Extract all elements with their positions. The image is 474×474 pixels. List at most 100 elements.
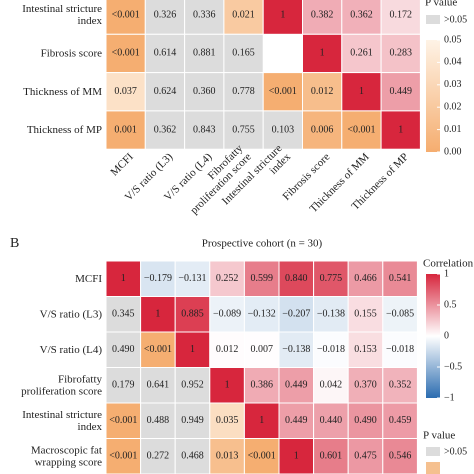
- heatmap-cell: [313, 402, 349, 439]
- cell-label: 0.006: [311, 124, 334, 135]
- heatmap-cell: [105, 331, 142, 368]
- heatmap-cell: [174, 367, 211, 404]
- cell-label: 1: [280, 9, 285, 20]
- panel-label: B: [10, 236, 19, 251]
- cell-label: 0.042: [320, 380, 343, 391]
- row-label-line: MCFI: [75, 272, 102, 284]
- heatmap-cell: [278, 296, 315, 333]
- cell-label: 0.614: [154, 48, 177, 59]
- cell-label: <0.001: [109, 415, 137, 426]
- heatmap-cell: [105, 110, 146, 150]
- heatmap-cell: [278, 438, 315, 474]
- cell-label: 0.468: [181, 451, 204, 462]
- cell-label: 0.155: [354, 309, 377, 320]
- cell-label: 0.778: [232, 86, 255, 97]
- row-label: Macroscopic fat wrapping score: [31, 444, 102, 468]
- heatmap-cell: [380, 33, 421, 74]
- heatmap-cell: [174, 438, 211, 474]
- cell-label: 0.601: [320, 451, 343, 462]
- heatmap-cell: [105, 296, 142, 333]
- cell-label: 0.283: [390, 48, 413, 59]
- row-label-line: index: [78, 15, 103, 27]
- row-label-line: Intestinal stricture: [22, 408, 102, 420]
- colorbar-tick-label: 1: [444, 268, 449, 279]
- cell-label: 0.490: [112, 344, 135, 355]
- row-label: Fibrofatty proliferation score: [21, 373, 102, 397]
- cell-label: 0.360: [193, 86, 216, 97]
- cell-label: <0.001: [112, 48, 140, 59]
- heatmap-cell: [223, 33, 264, 74]
- colorbar-tick-label: 0.04: [444, 57, 462, 68]
- cell-label: −0.089: [213, 309, 241, 320]
- heatmap-cell: [380, 110, 421, 150]
- legend-title: P value: [423, 430, 455, 442]
- row-label: Intestinal stricture index: [22, 408, 102, 432]
- heatmap-cell: [341, 110, 382, 150]
- heatmap-cell: [302, 72, 343, 112]
- heatmap-cell: [105, 260, 142, 297]
- cell-label: 0.449: [285, 380, 308, 391]
- legend-swatch: [426, 447, 440, 456]
- row-label-line: index: [78, 420, 103, 432]
- cell-label: <0.001: [248, 451, 276, 462]
- heatmap-cell: [313, 296, 349, 333]
- colorbar-tick-label: 0.05: [444, 34, 462, 45]
- heatmap-cell: [382, 438, 418, 474]
- heatmap-cell: [341, 0, 382, 35]
- heatmap-cell: [174, 331, 211, 368]
- heatmap-cell: [144, 72, 186, 112]
- heatmap-cell: [278, 331, 315, 368]
- heatmap-cell: [174, 296, 211, 333]
- cell-label: 1: [155, 309, 160, 320]
- legend-title: Correlation: [423, 258, 474, 270]
- row-label-line: V/S ratio (L4): [40, 343, 103, 355]
- legend-swatch: [426, 15, 440, 24]
- cell-label: <0.001: [347, 124, 375, 135]
- cell-label: 1: [294, 451, 299, 462]
- cell-label: 0.103: [272, 124, 295, 135]
- heatmap-cell: [380, 0, 421, 35]
- cell-label: 0.881: [193, 48, 216, 59]
- cell-label: <0.001: [112, 9, 140, 20]
- heatmap-cell: [140, 260, 176, 297]
- cell-label: 1: [320, 48, 325, 59]
- heatmap-cell: [209, 402, 245, 439]
- cell-label: 1: [398, 124, 403, 135]
- cell-label: −0.138: [317, 309, 345, 320]
- heatmap-cell: [382, 331, 418, 368]
- heatmap-cell: [184, 72, 225, 112]
- colorbar: [426, 274, 440, 398]
- cell-label: 0.466: [354, 273, 377, 284]
- heatmap-cell: [243, 402, 280, 439]
- heatmap-cell: [243, 331, 280, 368]
- row-label-line: Thickness of MM: [23, 85, 102, 97]
- cell-label: 0.449: [285, 415, 308, 426]
- row-label-line: proliferation score: [21, 385, 102, 397]
- cell-label: 0.459: [389, 415, 412, 426]
- row-label-line: Thickness of MP: [27, 124, 102, 136]
- heatmap-cell: [105, 72, 146, 112]
- row-label: V/S ratio (L3): [40, 308, 103, 320]
- cell-label: −0.132: [248, 309, 276, 320]
- row-label-line: wrapping score: [34, 456, 102, 468]
- cell-label: 0.252: [216, 273, 239, 284]
- cell-label: 1: [359, 86, 364, 97]
- colorbar-tick-label: −0.5: [444, 361, 462, 372]
- heatmap-cell: [105, 33, 146, 74]
- heatmap-cell: [243, 260, 280, 297]
- cell-label: 0.755: [232, 124, 255, 135]
- colorbar-tick-label: 0: [444, 330, 449, 341]
- cell-label: 0.490: [354, 415, 377, 426]
- row-label: Intestinal stricture index: [22, 3, 102, 27]
- cell-label: 0.037: [114, 86, 137, 97]
- row-label-line: Fibrosis score: [41, 47, 103, 59]
- cell-label: 0.541: [389, 273, 412, 284]
- cell-label: −0.131: [178, 273, 206, 284]
- cell-label: 0.840: [285, 273, 308, 284]
- cell-label: 0.172: [390, 9, 413, 20]
- row-label: Thickness of MP: [27, 124, 102, 136]
- legend-label: >0.05: [444, 14, 467, 25]
- cell-label: 0.012: [216, 344, 239, 355]
- colorbar-tick-label: 0.03: [444, 79, 462, 90]
